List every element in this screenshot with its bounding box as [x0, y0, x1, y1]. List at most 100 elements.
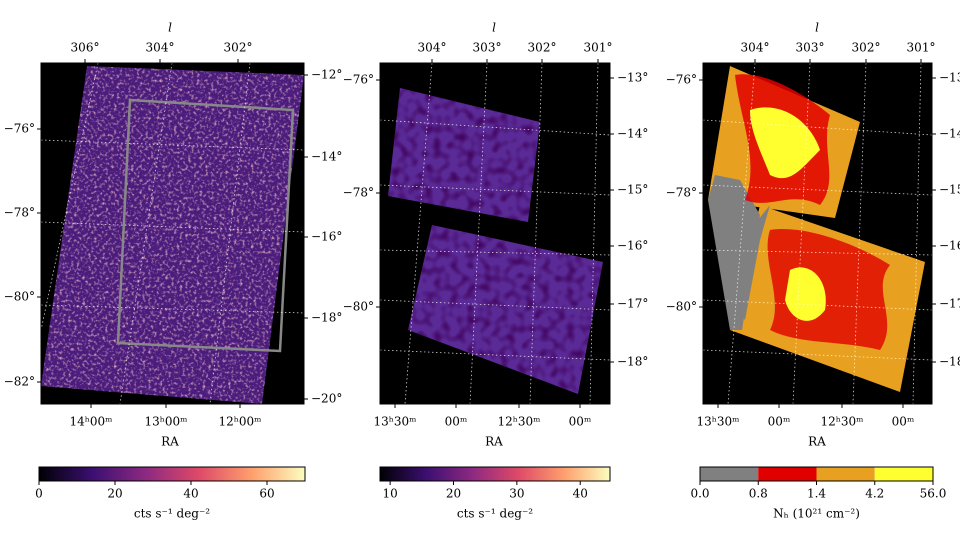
left-tick-label: −78° [343, 186, 374, 200]
colorbar-tick-label: 1.4 [807, 487, 826, 501]
left-tick-label: −80° [343, 300, 374, 314]
right-tick-label: −14 [939, 127, 960, 141]
left-tick-label: −76° [666, 73, 697, 87]
colorbar-tick-label: 4.2 [865, 487, 884, 501]
right-tick-label: −16° [311, 230, 342, 244]
colorbar-segment [758, 467, 817, 481]
right-tick-label: −13° [617, 71, 648, 85]
grid-line [209, 62, 251, 405]
colorbar-tick-label: 20 [446, 487, 461, 501]
colorbar-tick-label: 0.8 [749, 487, 768, 501]
map-frame [40, 62, 305, 405]
x-axis-label: RA [485, 435, 503, 449]
right-tick-label: −18° [311, 311, 342, 325]
colorbar-tick-label: 10 [382, 487, 397, 501]
grid-line [469, 62, 488, 405]
right-tick-label: −12° [311, 68, 342, 82]
top-tick-label: 302° [528, 41, 557, 55]
colorbar-segment [700, 467, 759, 481]
top-tick-label: 301° [907, 41, 936, 55]
grid-line [852, 62, 867, 405]
left-tick-label: −80° [666, 300, 697, 314]
panel: l RA 304° 303° 302° 301° −76° −78° −80° −13 −14 −15… [666, 21, 960, 521]
grid-line [379, 119, 611, 136]
top-tick-label: 304° [418, 41, 447, 55]
bottom-tick-label: 00ᵐ [445, 415, 468, 429]
nh-region [767, 229, 890, 350]
colorbar-tick-label: 30 [509, 487, 524, 501]
map-frame [702, 62, 933, 405]
right-tick-label: −16° [617, 239, 648, 253]
bottom-tick-label: 12ʰ30ᵐ [820, 415, 863, 429]
right-tick-label: −15° [617, 183, 648, 197]
bottom-tick-label: 13ʰ30ᵐ [696, 415, 739, 429]
bottom-tick-label: 14ʰ00ᵐ [69, 415, 112, 429]
colorbar-segment [874, 467, 933, 481]
bottom-tick-label: 00ᵐ [569, 415, 592, 429]
top-tick-label: 302° [852, 41, 881, 55]
right-tick-label: −18° [617, 355, 648, 369]
grid-line [404, 62, 433, 405]
top-axis-label: l [815, 21, 819, 35]
right-tick-label: −20° [311, 392, 342, 406]
right-tick-label: −17 [939, 297, 960, 311]
grid-line [912, 62, 922, 405]
right-tick-label: −18 [939, 355, 960, 369]
left-tick-label: −76° [343, 73, 374, 87]
colorbar-tick-label: 56.0 [920, 487, 947, 501]
colorbar-segment [816, 467, 875, 481]
top-tick-label: 304° [146, 41, 175, 55]
grid-line [589, 62, 599, 405]
colorbar-label: cts s⁻¹ deg⁻² [134, 507, 210, 521]
top-tick-label: 302° [224, 41, 253, 55]
grid-line [792, 62, 811, 405]
map-noise [41, 66, 304, 404]
x-axis-label: RA [808, 435, 826, 449]
left-tick-label: −80° [4, 290, 35, 304]
colorbar-label: cts s⁻¹ deg⁻² [457, 507, 533, 521]
bottom-tick-label: 13ʰ30ᵐ [373, 415, 416, 429]
colorbar-tick-label: 40 [183, 487, 198, 501]
map-frame [379, 62, 611, 405]
bottom-tick-label: 13ʰ00ᵐ [144, 415, 187, 429]
top-tick-label: 301° [584, 41, 613, 55]
left-tick-label: −78° [4, 206, 35, 220]
left-tick-label: −82° [4, 375, 35, 389]
colorbar-label: Nₕ (10²¹ cm⁻²) [773, 507, 860, 521]
colorbar-tick-label: 0.0 [690, 487, 709, 501]
colorbar-tick-label: 60 [259, 487, 274, 501]
top-tick-label: 303° [796, 41, 825, 55]
bottom-tick-label: 12ʰ30ᵐ [497, 415, 540, 429]
right-tick-label: −14° [617, 127, 648, 141]
bottom-tick-label: 00ᵐ [768, 415, 791, 429]
right-tick-label: −13 [939, 71, 960, 85]
region-outline [116, 98, 295, 353]
top-tick-label: 306° [71, 41, 100, 55]
map-noise [388, 88, 540, 222]
grid-line [119, 62, 173, 405]
left-tick-label: −78° [666, 186, 697, 200]
colorbar [38, 466, 306, 482]
colorbar-tick-label: 20 [107, 487, 122, 501]
bottom-tick-label: 12ʰ00ᵐ [218, 415, 261, 429]
right-tick-label: −15 [939, 183, 960, 197]
colorbar-tick-label: 40 [573, 487, 588, 501]
grid-line [727, 62, 756, 405]
grid-line [40, 62, 99, 331]
colorbar [379, 466, 611, 482]
right-tick-label: −17° [617, 297, 648, 311]
left-tick-label: −76° [4, 122, 35, 136]
top-axis-label: l [168, 21, 172, 35]
right-tick-label: −14° [311, 150, 342, 164]
nh-region [750, 107, 820, 179]
top-axis-label: l [492, 21, 496, 35]
top-tick-label: 303° [473, 41, 502, 55]
bottom-tick-label: 00ᵐ [892, 415, 915, 429]
nh-region [785, 267, 826, 321]
top-tick-label: 304° [741, 41, 770, 55]
colorbar-tick-label: 0 [35, 487, 43, 501]
grid-line [529, 62, 543, 405]
x-axis-label: RA [161, 435, 179, 449]
panel: l RA 306° 304° 302° −76° −78° −80° −82° −12° −14° −… [4, 21, 343, 521]
